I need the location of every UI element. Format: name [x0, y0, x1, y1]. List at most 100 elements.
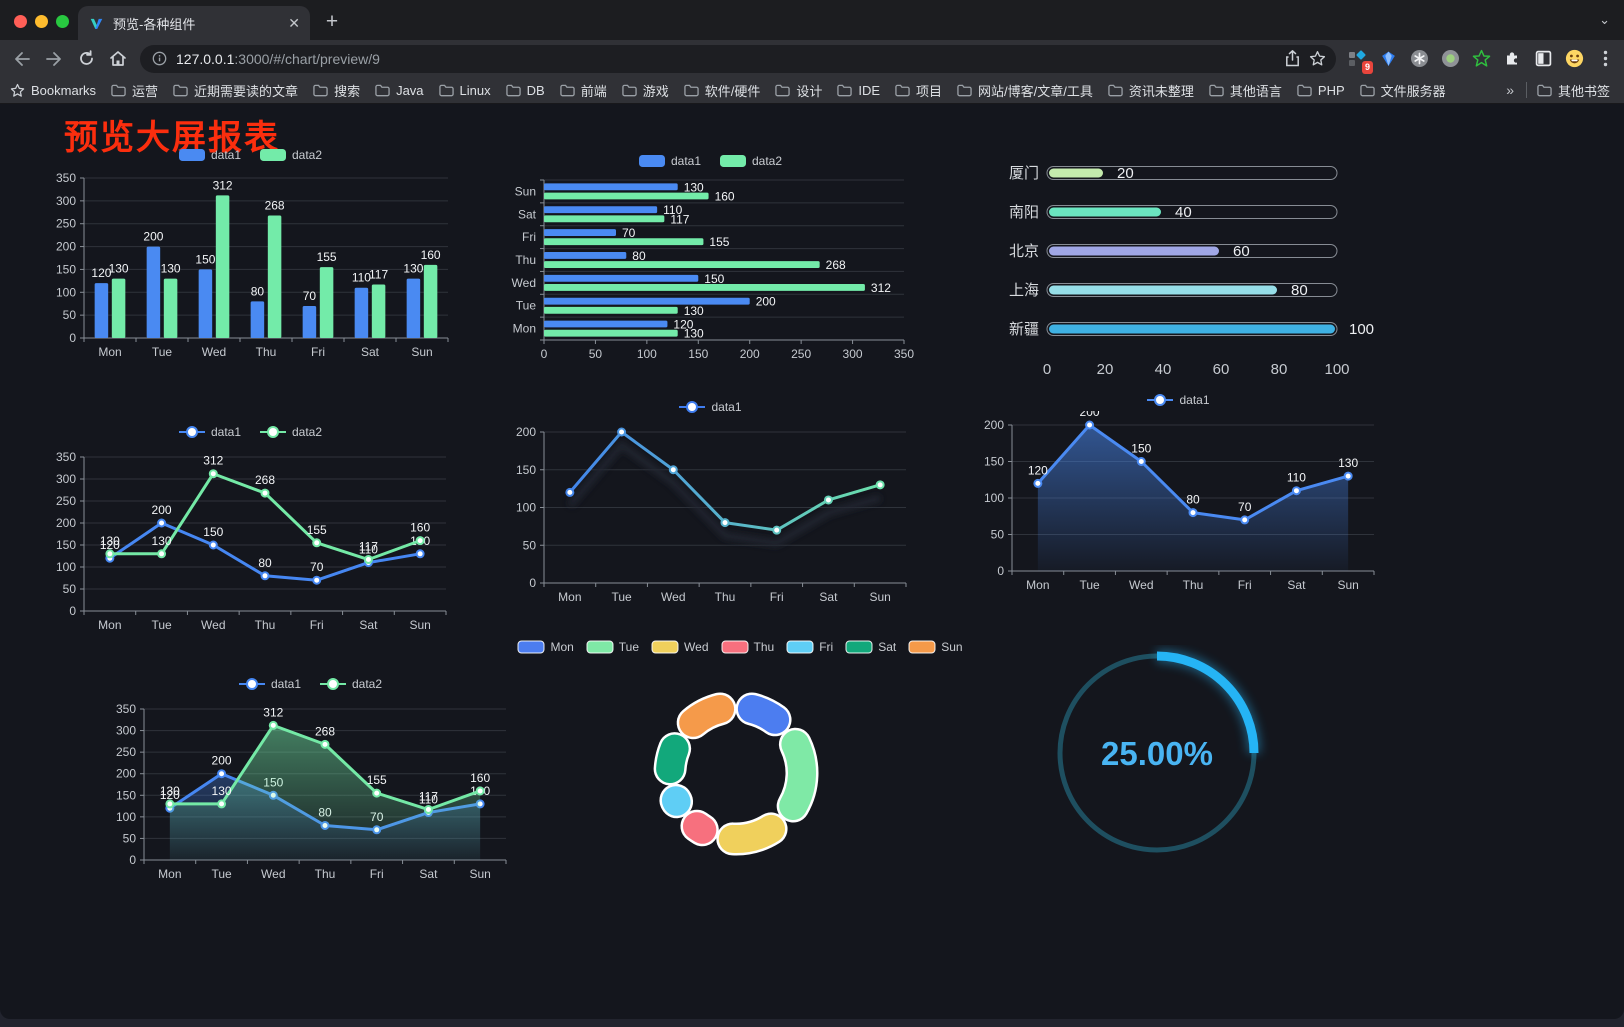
svg-text:150: 150 — [195, 252, 215, 266]
svg-text:Sun: Sun — [869, 590, 890, 604]
bookmark-item[interactable]: 搜索 — [313, 81, 360, 100]
legend-item[interactable]: data1 — [638, 154, 701, 168]
svg-text:130: 130 — [684, 180, 704, 194]
bookmark-star-icon[interactable] — [1309, 50, 1326, 67]
bookmark-item[interactable]: 软件/硬件 — [684, 81, 760, 100]
folder-icon — [375, 84, 390, 96]
svg-text:Wed: Wed — [261, 867, 285, 881]
legend-item[interactable]: Mon — [517, 640, 574, 654]
legend-item[interactable]: data1 — [678, 400, 742, 414]
chart-canvas[interactable]: 厦门 20 南阳 40 北京 60 上海 80 新疆 100 0 20 40 60 80 100 — [985, 150, 1390, 385]
menu-dots-icon[interactable] — [1594, 48, 1616, 70]
bookmark-item[interactable]: Linux — [438, 83, 491, 98]
svg-text:40: 40 — [1175, 204, 1192, 221]
bookmark-item[interactable]: 其他语言 — [1209, 81, 1282, 100]
svg-text:Mon: Mon — [98, 345, 121, 359]
svg-text:268: 268 — [265, 198, 285, 212]
bookmark-item[interactable]: 前端 — [559, 81, 607, 100]
bookmark-item[interactable]: 网站/博客/文章/工具 — [957, 81, 1093, 100]
chart-canvas[interactable]: 25.00% — [1040, 645, 1280, 865]
svg-text:200: 200 — [116, 767, 136, 781]
url-bar[interactable]: 127.0.0.1:3000/#/chart/preview/9 — [140, 44, 1336, 73]
svg-text:155: 155 — [709, 235, 729, 249]
legend-item[interactable]: Sat — [845, 640, 896, 654]
legend-item[interactable]: Sun — [908, 640, 963, 654]
close-window-button[interactable] — [14, 15, 27, 28]
emoji-face-extension-icon[interactable] — [1563, 48, 1585, 70]
bookmark-item[interactable]: 游戏 — [621, 81, 669, 100]
bookmarks-right: » 其他书签 — [1504, 81, 1614, 100]
forward-button[interactable] — [38, 44, 70, 74]
tab-close-icon[interactable]: ✕ — [288, 15, 300, 31]
legend-item[interactable]: data1 — [1146, 393, 1210, 407]
home-button[interactable] — [102, 44, 134, 74]
legend-item[interactable]: data2 — [259, 425, 322, 439]
svg-text:150: 150 — [203, 525, 223, 539]
new-tab-button[interactable]: + — [325, 10, 339, 33]
minimize-window-button[interactable] — [35, 15, 48, 28]
site-info-icon[interactable] — [152, 51, 167, 66]
browser-tab[interactable]: 预览-各种组件 ✕ — [78, 6, 310, 40]
chart-canvas[interactable]: 0 50 100 150 200 250 300 350 Mon Tue Wed Thu Fri Sat S… — [100, 695, 520, 888]
legend-item[interactable]: data2 — [719, 154, 782, 168]
svg-text:110: 110 — [1287, 471, 1306, 485]
window-controls — [14, 15, 69, 28]
bookmark-item[interactable]: Java — [375, 83, 424, 98]
bookmark-item[interactable]: 近期需要读的文章 — [173, 81, 298, 100]
back-button[interactable] — [6, 44, 38, 74]
legend-item[interactable]: data2 — [319, 677, 382, 691]
page-content: 预览大屏报表 data1 data2 0 50 100 150 200 250 300 350 Mo… — [0, 104, 1624, 1027]
split-square-extension-icon[interactable] — [1532, 48, 1554, 70]
bookmarks-list: 运营 近期需要读的文章 搜索 Java Linux DB 前端 游戏 软件/硬件 设计 IDE 项目网… — [111, 81, 1504, 100]
legend-item[interactable]: Thu — [721, 640, 774, 654]
bookmark-item[interactable]: 文件服务器 — [1359, 81, 1446, 100]
chart-canvas[interactable] — [545, 658, 935, 864]
reload-button[interactable] — [70, 44, 102, 74]
svg-text:70: 70 — [310, 560, 324, 574]
bookmark-item[interactable]: IDE — [837, 83, 880, 98]
other-bookmarks-folder[interactable]: 其他书签 — [1537, 81, 1610, 100]
legend-item[interactable]: data1 — [178, 425, 241, 439]
proxy-extension-icon[interactable]: 9 — [1346, 48, 1373, 74]
chart-line-two-series: data1 data2 0 50 100 150 200 250 300 350 Mon Tue Wed… — [40, 421, 460, 639]
green-star-extension-icon[interactable] — [1470, 48, 1492, 70]
bookmarks-overflow-button[interactable]: » — [1506, 82, 1514, 98]
asterisk-circle-extension-icon[interactable] — [1408, 48, 1430, 70]
svg-text:100: 100 — [984, 491, 1004, 505]
bookmark-item[interactable]: 资讯未整理 — [1108, 81, 1194, 100]
chart-canvas[interactable]: 0 50 100 150 200 Mon Tue Wed Thu Fri Sat Sun 120 200 1… — [968, 411, 1388, 599]
svg-text:130: 130 — [684, 327, 704, 341]
chart-canvas[interactable]: 0 50 100 150 200 250 300 350 Mon Tue Wed Thu Fri Sat S… — [40, 443, 460, 639]
puzzle-extension-icon[interactable] — [1501, 48, 1523, 70]
bookmark-item[interactable]: 项目 — [895, 81, 942, 100]
zoom-window-button[interactable] — [56, 15, 69, 28]
svg-text:0: 0 — [997, 564, 1004, 578]
share-icon[interactable] — [1285, 50, 1300, 67]
bookmarks-manager[interactable]: Bookmarks — [10, 83, 96, 98]
chart-legend: data1 — [500, 396, 920, 418]
svg-text:200: 200 — [1080, 411, 1100, 419]
legend-item[interactable]: Fri — [786, 640, 833, 654]
legend-item[interactable]: Wed — [651, 640, 709, 654]
legend-item[interactable]: data1 — [238, 677, 301, 691]
gem-extension-icon[interactable] — [1377, 48, 1399, 70]
svg-text:Sun: Sun — [515, 184, 536, 198]
chart-canvas[interactable]: 0 50 100 150 200 Mon Tue Wed Thu Fri Sat Sun — [500, 418, 920, 611]
svg-text:Fri: Fri — [311, 345, 325, 359]
legend-item[interactable]: data1 — [178, 148, 241, 162]
svg-text:110: 110 — [419, 793, 438, 807]
green-dot-circle-extension-icon[interactable] — [1439, 48, 1461, 70]
bookmark-item[interactable]: 运营 — [111, 81, 158, 100]
svg-text:Sat: Sat — [419, 867, 438, 881]
folder-icon — [559, 84, 575, 96]
legend-item[interactable]: data2 — [259, 148, 322, 162]
tab-search-chevron-icon[interactable]: ⌄ — [1599, 12, 1610, 27]
bookmark-item[interactable]: 设计 — [775, 81, 822, 100]
chart-canvas[interactable]: 0 50 100 150 200 250 300 350 Mon Tue Wed Thu Fri Sat S… — [40, 166, 460, 366]
legend-item[interactable]: Tue — [586, 640, 639, 654]
bookmark-item[interactable]: PHP — [1297, 83, 1345, 98]
svg-text:50: 50 — [123, 831, 137, 845]
bookmark-item[interactable]: DB — [505, 83, 545, 98]
svg-text:北京: 北京 — [1009, 243, 1039, 260]
